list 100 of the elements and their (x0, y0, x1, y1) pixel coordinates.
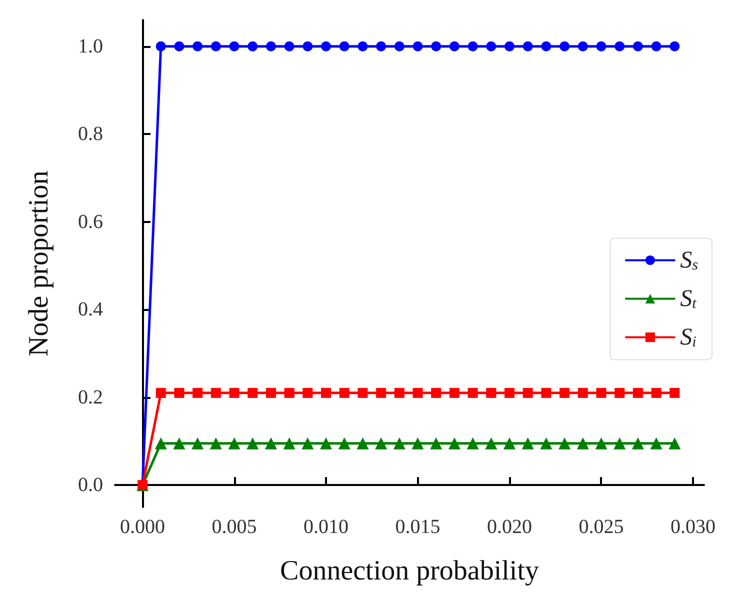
y-tick-label: 0.6 (78, 210, 103, 233)
point (394, 388, 404, 398)
point (356, 437, 369, 450)
point (448, 437, 460, 450)
point (468, 388, 478, 398)
point (449, 41, 460, 52)
point (376, 41, 386, 52)
point (522, 388, 533, 398)
point (541, 388, 552, 398)
point (192, 437, 204, 450)
point (595, 437, 608, 450)
y-tick-label: 0.0 (78, 474, 103, 496)
x-tick-label: 0.025 (578, 516, 624, 538)
x-tick-label: 0.020 (487, 516, 532, 538)
point (560, 41, 570, 52)
point (246, 437, 259, 450)
point (339, 388, 350, 398)
point (266, 41, 276, 52)
point (192, 41, 203, 52)
point (431, 388, 442, 398)
x-tick-label: 0.005 (212, 516, 257, 538)
point (596, 41, 606, 52)
point (302, 437, 314, 450)
point (412, 388, 423, 398)
point (430, 437, 442, 450)
point (632, 41, 643, 52)
point (320, 437, 332, 450)
point (339, 41, 350, 52)
point (466, 437, 479, 450)
point (174, 41, 184, 52)
point (650, 437, 662, 450)
legend-label: St (680, 286, 698, 312)
point (375, 437, 388, 450)
point (284, 388, 294, 398)
point (358, 388, 368, 398)
x-tick-label: 0.015 (395, 516, 440, 538)
point (228, 437, 240, 450)
point (522, 41, 533, 52)
point (394, 41, 404, 52)
point (558, 437, 571, 450)
y-tick-label: 1.0 (78, 35, 103, 58)
point (248, 41, 258, 52)
point (670, 41, 680, 52)
point (504, 437, 516, 450)
point (485, 437, 498, 450)
point (156, 41, 166, 52)
legend-label: Ss (680, 247, 698, 274)
legend-label: Si (680, 324, 696, 350)
point (321, 41, 332, 52)
point (156, 388, 166, 398)
point (283, 437, 296, 450)
point (486, 388, 496, 398)
point (358, 41, 368, 52)
point (504, 41, 514, 52)
point (486, 41, 496, 52)
point (266, 388, 276, 398)
x-tick-label: 0.010 (304, 516, 349, 538)
point (284, 41, 294, 52)
y-axis-title: Node proportion (24, 170, 54, 356)
point (210, 388, 221, 398)
point (412, 41, 423, 52)
x-tick-label: 0.000 (120, 516, 166, 538)
point (522, 437, 534, 450)
x-axis-title: Connection probability (280, 556, 539, 586)
point (229, 388, 240, 398)
point (651, 41, 662, 52)
point (173, 437, 186, 450)
point (614, 388, 625, 398)
point (338, 437, 350, 450)
point (560, 388, 570, 398)
point (596, 388, 606, 398)
point (540, 437, 552, 450)
point (541, 41, 552, 52)
y-tick-label: 0.8 (78, 123, 103, 146)
point (264, 437, 277, 450)
point (632, 437, 644, 450)
point (192, 388, 203, 398)
point (632, 388, 643, 398)
point (248, 388, 258, 398)
point (302, 388, 313, 398)
point (174, 388, 184, 398)
point (376, 388, 386, 398)
point (393, 437, 406, 450)
point (468, 41, 478, 52)
point (576, 437, 589, 450)
point (412, 437, 424, 450)
point (614, 41, 625, 52)
point (210, 437, 222, 450)
y-tick-label: 0.2 (78, 386, 103, 408)
point (670, 388, 680, 398)
point (321, 388, 332, 398)
point (578, 41, 588, 52)
y-tick-label: 0.4 (78, 298, 103, 321)
point (302, 41, 313, 52)
point (504, 388, 514, 398)
point (651, 388, 662, 398)
point (154, 437, 167, 450)
point (578, 388, 588, 398)
point (229, 41, 240, 52)
x-tick-label: 0.030 (670, 516, 716, 538)
